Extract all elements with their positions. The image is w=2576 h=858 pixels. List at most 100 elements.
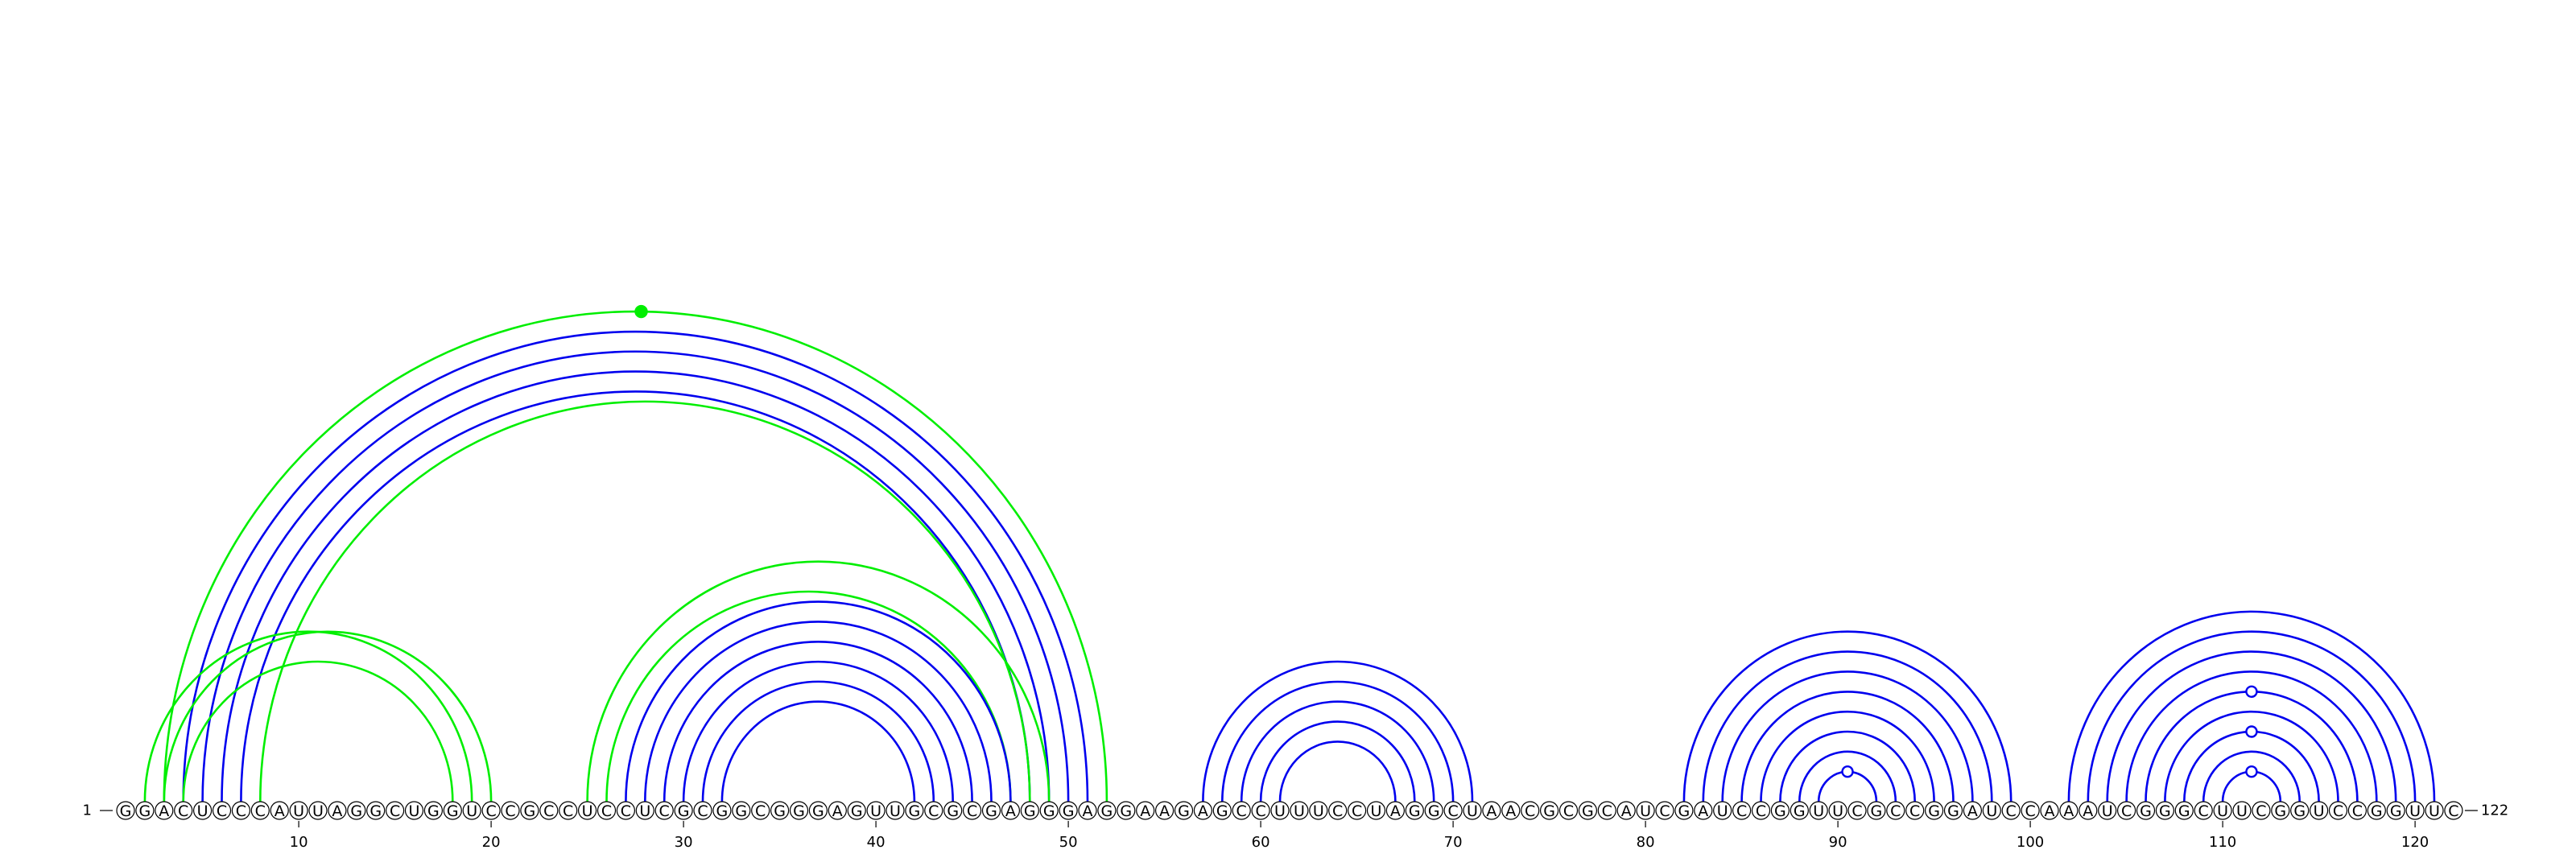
nucleotide-letter: C: [755, 802, 766, 820]
nucleotide-circle: [828, 801, 847, 820]
nucleotide-circle: [1154, 801, 1174, 820]
nucleotide-circle: [732, 801, 751, 820]
nucleotide-circle: [135, 801, 155, 820]
nucleotide-letter: C: [1332, 802, 1343, 820]
nucleotide-circle: [1925, 801, 1944, 820]
nucleotide-letter: G: [2274, 802, 2286, 820]
nucleotide-circle: [366, 801, 386, 820]
base-pair-arc: [605, 590, 1012, 802]
nucleotide-letter: C: [2198, 802, 2209, 820]
tick-label: 80: [1637, 834, 1655, 851]
base-pair-arc: [2125, 670, 2378, 802]
nucleotide-circle: [2059, 801, 2079, 820]
nucleotide-circle: [2021, 801, 2040, 820]
nucleotide-letter: C: [2333, 802, 2343, 820]
nucleotide-letter: G: [1101, 802, 1113, 820]
nucleotide-circle: [539, 801, 559, 820]
nucleotide-circle: [386, 801, 405, 820]
nucleotide-letter: A: [2063, 802, 2074, 820]
nucleotide-letter: U: [582, 802, 593, 820]
nucleotide-circle: [2194, 801, 2213, 820]
nucleotide-circle: [1982, 801, 2001, 820]
nucleotide-letter: C: [2256, 802, 2266, 820]
nucleotide-letter: C: [967, 802, 977, 820]
base-pair-arc: [2202, 750, 2301, 802]
nucleotide-letter: A: [2045, 802, 2055, 820]
nucleotide-letter: G: [1216, 802, 1228, 820]
nucleotide-circle: [1655, 801, 1674, 820]
nucleotide-letter: C: [601, 802, 612, 820]
nucleotide-circle: [616, 801, 636, 820]
base-pair-arc: [143, 630, 473, 802]
nucleotide-circle: [1713, 801, 1732, 820]
nucleotide-letter: U: [870, 802, 881, 820]
nucleotide-circle: [1309, 801, 1328, 820]
nucleotide-circle: [1847, 801, 1867, 820]
nucleotide-circle: [924, 801, 943, 820]
nucleotide-letter: C: [1352, 802, 1362, 820]
nucleotide-circle: [1193, 801, 1213, 820]
nucleotide-circle: [231, 801, 250, 820]
nucleotide-letter: G: [2293, 802, 2306, 820]
nucleotide-letter: U: [1467, 802, 1478, 820]
base-pair-arc: [1202, 660, 1474, 802]
nucleotide-letter: G: [139, 802, 151, 820]
nucleotide-letter: G: [350, 802, 362, 820]
nucleotide-circle: [481, 801, 501, 820]
nucleotide-circle: [943, 801, 963, 820]
nucleotide-letter: A: [275, 802, 285, 820]
nucleotide-letter: U: [2314, 802, 2325, 820]
base-pair-arc: [2164, 710, 2339, 802]
nucleotide-circle: [1174, 801, 1194, 820]
base-pair-arc: [1798, 750, 1897, 802]
nucleotide-circle: [2213, 801, 2232, 820]
tick-label: 10: [290, 834, 308, 851]
nucleotide-letter: A: [832, 802, 843, 820]
tick-label: 100: [2017, 834, 2044, 851]
tick-label: 40: [867, 834, 886, 851]
nucleotide-circle: [1751, 801, 1771, 820]
nucleotide-letter: G: [1043, 802, 1055, 820]
nucleotide-letter: C: [563, 802, 573, 820]
nucleotide-circle: [1828, 801, 1847, 820]
arc-marker: [2245, 765, 2258, 778]
nucleotide-letter: G: [947, 802, 959, 820]
nucleotide-letter: G: [1409, 802, 1421, 820]
nucleotide-letter: U: [1274, 802, 1286, 820]
nucleotide-circle: [2425, 801, 2444, 820]
nucleotide-letter: U: [1640, 802, 1651, 820]
nucleotide-letter: U: [293, 802, 304, 820]
nucleotide-circle: [2040, 801, 2059, 820]
nucleotide-circle: [1732, 801, 1752, 820]
nucleotide-circle: [1078, 801, 1097, 820]
nucleotide-circle: [1790, 801, 1809, 820]
nucleotide-letter: A: [1967, 802, 1978, 820]
nucleotide-circle: [1405, 801, 1424, 820]
nucleotide-letter: G: [985, 802, 997, 820]
nucleotide-circle: [2328, 801, 2348, 820]
nucleotide-letter: G: [909, 802, 921, 820]
tick-label: 50: [1059, 834, 1078, 851]
tick-label: 70: [1444, 834, 1463, 851]
nucleotide-letter: C: [390, 802, 400, 820]
nucleotide-circle: [1770, 801, 1790, 820]
nucleotide-circle: [2444, 801, 2463, 820]
tick-label: 20: [482, 834, 501, 851]
nucleotide-circle: [2310, 801, 2329, 820]
nucleotide-letter: U: [1813, 802, 1824, 820]
nucleotide-letter: G: [2159, 802, 2171, 820]
base-pair-arc: [1221, 680, 1455, 802]
base-pair-arcs: [143, 310, 2436, 802]
nucleotide-letter: A: [1083, 802, 1093, 820]
nucleotide-letter: G: [2390, 802, 2402, 820]
nucleotide-letter: C: [2448, 802, 2458, 820]
tick-label: 30: [675, 834, 693, 851]
nucleotide-circle: [1232, 801, 1251, 820]
nucleotide-letter: G: [1794, 802, 1806, 820]
base-pair-arc: [682, 660, 954, 802]
nucleotide-circle: [2386, 801, 2405, 820]
nucleotide-circle: [250, 801, 270, 820]
nucleotide-letter: A: [1486, 802, 1496, 820]
nucleotide-circle: [1886, 801, 1905, 820]
nucleotide-circle: [328, 801, 347, 820]
